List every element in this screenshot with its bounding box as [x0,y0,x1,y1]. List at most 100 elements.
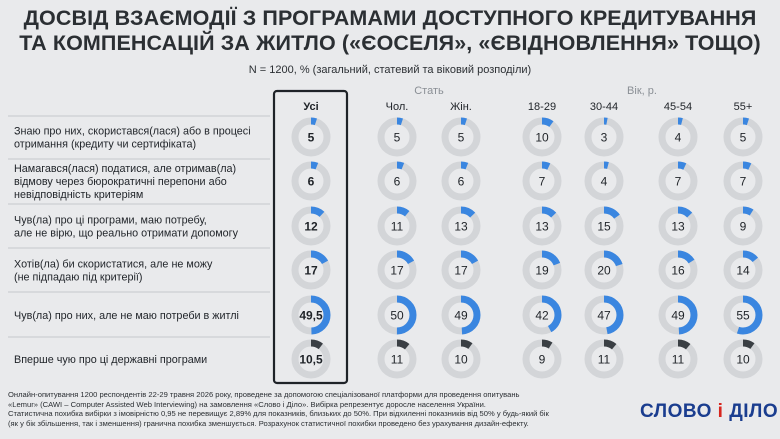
row-label: Знаю про них, скористався(лася) або в пр… [14,126,251,138]
donut-value-label: 7 [740,175,747,189]
donut-cell: 3 [584,117,624,157]
donut-segment [291,295,331,335]
donut-cell: 17 [291,250,331,290]
brand-logo: СЛОВО і ДІЛО [640,401,778,423]
donut-value-label: 5 [740,131,747,145]
donut-value-label: 49,5 [299,309,323,323]
footer-line: «Lemur» (CAWI – Computer Assisted Web In… [8,399,486,409]
donut-segment [584,295,624,335]
donut-value-label: 10 [736,353,750,367]
methodology-note: Онлайн-опитування 1200 респондентів 22-2… [8,390,568,428]
logo-text-1: СЛОВО [640,401,712,422]
title-line-1: ДОСВІД ВЗАЄМОДІЇ З ПРОГРАМАМИ ДОСТУПНОГО… [23,6,757,30]
donut-segment [377,250,417,290]
donut-cell: 6 [377,161,417,201]
donut-cell: 14 [723,250,763,290]
donut-value-label: 10,5 [299,353,323,367]
row-label: Хотів(ла) би скористатися, але не можу [14,259,213,271]
row-label: Чув(ла) про них, але не маю потреби в жи… [14,310,239,322]
donut-segment [584,339,624,379]
donut-cell: 10 [441,339,481,379]
donut-segment [522,206,562,246]
donut-value-label: 11 [672,353,685,367]
donut-value-label: 20 [597,264,611,278]
donut-cell: 13 [522,206,562,246]
page-title: ДОСВІД ВЗАЄМОДІЇ З ПРОГРАМАМИ ДОСТУПНОГО… [0,6,780,56]
donut-cell: 49,5 [291,295,331,335]
donut-cell: 4 [584,161,624,201]
donut-cell: 9 [723,206,763,246]
donut-segment [377,206,417,246]
donut-segment [377,117,417,157]
donut-cell: 10 [522,117,562,157]
donut-segment [584,117,624,157]
donut-segment [584,206,624,246]
donut-value-label: 11 [391,220,404,234]
donut-value-label: 50 [390,309,404,323]
donut-segment [441,250,481,290]
donut-value-label: 5 [394,131,401,145]
donut-segment [522,339,562,379]
donut-value-label: 9 [740,220,747,234]
page-subtitle: N = 1200, % (загальний, статевий та віко… [248,64,532,76]
donut-segment [441,295,481,335]
logo-text-2: ДІЛО [729,401,779,422]
donut-segment [522,117,562,157]
donut-segment [723,339,763,379]
donut-cell: 49 [658,295,698,335]
donut-segment [522,295,562,335]
donut-value-label: 13 [454,220,468,234]
donut-value-label: 4 [675,131,682,145]
donut-segment [522,161,562,201]
row-label: Намагався(лася) податися, але отримав(ла… [14,163,236,175]
group-label: Вік, р. [627,85,657,97]
title-line-2: ТА КОМПЕНСАЦІЙ ЗА ЖИТЛО («ЄОСЕЛЯ», «ЄВІД… [19,31,761,55]
logo-text-amp: і [717,401,724,422]
row-label: (не підпадаю під критерії) [14,272,143,284]
donut-value-label: 6 [308,175,315,189]
donut-segment [522,250,562,290]
column-header: Чол. [386,101,409,113]
donut-value-label: 17 [390,264,404,278]
donut-cell: 6 [291,161,331,201]
donut-cell: 50 [377,295,417,335]
donut-segment [584,161,624,201]
donut-value-label: 17 [304,264,318,278]
column-header: Жін. [450,101,472,113]
donut-cell: 11 [584,339,624,379]
donut-segment [723,295,763,335]
donut-cell: 55 [723,295,763,335]
donut-cell: 13 [658,206,698,246]
row-label: Вперше чую про ці державні програми [14,354,207,366]
donut-cell: 10 [723,339,763,379]
column-header: 30-44 [590,101,618,113]
donut-segment [658,206,698,246]
donut-cell: 4 [658,117,698,157]
donut-segment [441,117,481,157]
donut-cell: 5 [377,117,417,157]
donut-segment [291,161,331,201]
donut-value-label: 49 [671,309,685,323]
donut-segment [377,295,417,335]
donut-value-label: 15 [597,220,611,234]
donut-cell: 11 [377,206,417,246]
donut-value-label: 3 [601,131,608,145]
donut-segment [723,250,763,290]
donut-cell: 19 [522,250,562,290]
group-label: Стать [414,85,444,97]
donut-value-label: 7 [675,175,682,189]
donut-cell: 6 [441,161,481,201]
footer-line: Статистична похибка вибірки з імовірніст… [8,409,549,419]
donut-value-label: 13 [671,220,685,234]
donut-value-label: 7 [539,175,546,189]
donut-cell: 17 [377,250,417,290]
donut-cell: 10,5 [291,339,331,379]
donut-segment [658,339,698,379]
donut-value-label: 16 [671,264,685,278]
donut-value-label: 9 [539,353,546,367]
footer-line: Онлайн-опитування 1200 респондентів 22-2… [8,390,520,399]
donut-cell: 11 [658,339,698,379]
donut-value-label: 13 [535,220,549,234]
donut-value-label: 42 [535,309,549,323]
